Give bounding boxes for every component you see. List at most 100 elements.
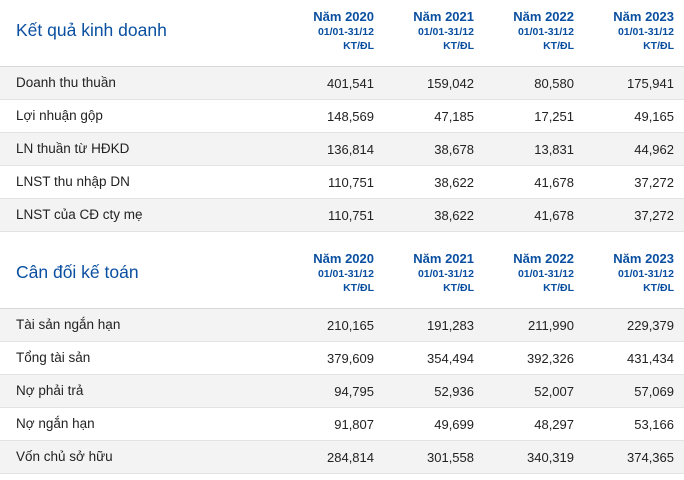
row-label[interactable]: Tài sản ngắn hạn [16,317,121,332]
table-row: Vốn chủ sở hữu 284,814 301,558 340,319 374,3… [0,441,684,474]
row-value: 38,622 [434,175,474,190]
row-value: 13,831 [534,142,574,157]
column-year: Năm 2021 [413,251,474,266]
row-value: 401,541 [327,76,374,91]
row-value: 284,814 [327,450,374,465]
table-row: Nợ phải trả 94,795 52,936 52,007 57,069 [0,375,684,408]
row-value: 191,283 [427,318,474,333]
row-label[interactable]: Tổng tài sản [16,350,91,365]
row-value: 210,165 [327,318,374,333]
column-period: 01/01-31/12 [517,26,574,38]
column-unit: KT/ĐL [643,282,674,294]
row-label[interactable]: Nợ ngắn hạn [16,416,95,431]
column-period: 01/01-31/12 [617,26,674,38]
row-value: 340,319 [527,450,574,465]
table-row: Lợi nhuận gộp 148,569 47,185 17,251 49,165 [0,100,684,133]
column-header: Năm 2023 01/01-31/12 KT/ĐL [574,8,674,53]
row-value: 374,365 [627,450,674,465]
column-period: 01/01-31/12 [417,268,474,280]
column-header: Năm 2020 01/01-31/12 KT/ĐL [274,250,374,295]
section-header: Cân đối kế toán Năm 2020 01/01-31/12 KT/ĐL N… [0,242,684,309]
column-year: Năm 2022 [513,9,574,24]
balance-sheet-section: Cân đối kế toán Năm 2020 01/01-31/12 KT/ĐL N… [0,242,684,474]
column-year: Năm 2020 [313,9,374,24]
row-value: 431,434 [627,351,674,366]
row-value: 110,751 [327,208,374,223]
row-label[interactable]: Vốn chủ sở hữu [16,449,113,464]
column-unit: KT/ĐL [343,40,374,52]
row-value: 53,166 [634,417,674,432]
row-value: 41,678 [534,208,574,223]
column-year: Năm 2022 [513,251,574,266]
table-row: LNST của CĐ cty mẹ 110,751 38,622 41,678 37,… [0,199,684,232]
row-value: 379,609 [327,351,374,366]
column-header: Năm 2020 01/01-31/12 KT/ĐL [274,8,374,53]
section-header: Kết quả kinh doanh Năm 2020 01/01-31/12 KT/… [0,0,684,67]
row-value: 301,558 [427,450,474,465]
table-row: Nợ ngắn hạn 91,807 49,699 48,297 53,166 [0,408,684,441]
column-unit: KT/ĐL [543,40,574,52]
table-row: LN thuần từ HĐKD 136,814 38,678 13,831 44,96… [0,133,684,166]
column-header: Năm 2022 01/01-31/12 KT/ĐL [474,8,574,53]
column-period: 01/01-31/12 [317,26,374,38]
row-value: 159,042 [427,76,474,91]
row-value: 48,297 [534,417,574,432]
section-spacer [0,232,684,242]
column-year: Năm 2023 [613,251,674,266]
row-value: 211,990 [527,318,574,333]
row-value: 80,580 [534,76,574,91]
column-period: 01/01-31/12 [617,268,674,280]
row-label[interactable]: LNST của CĐ cty mẹ [16,207,143,222]
column-header: Năm 2022 01/01-31/12 KT/ĐL [474,250,574,295]
column-unit: KT/ĐL [643,40,674,52]
row-value: 148,569 [327,109,374,124]
table-row: Doanh thu thuần 401,541 159,042 80,580 175,9… [0,67,684,100]
row-value: 49,165 [634,109,674,124]
column-year: Năm 2023 [613,9,674,24]
row-value: 110,751 [327,175,374,190]
row-value: 49,699 [434,417,474,432]
row-value: 44,962 [634,142,674,157]
row-value: 17,251 [534,109,574,124]
column-unit: KT/ĐL [343,282,374,294]
column-header: Năm 2021 01/01-31/12 KT/ĐL [374,8,474,53]
row-value: 52,936 [434,384,474,399]
column-period: 01/01-31/12 [517,268,574,280]
row-value: 57,069 [634,384,674,399]
business-results-section: Kết quả kinh doanh Năm 2020 01/01-31/12 KT/… [0,0,684,232]
row-value: 37,272 [634,175,674,190]
column-period: 01/01-31/12 [317,268,374,280]
column-unit: KT/ĐL [443,282,474,294]
row-value: 94,795 [334,384,374,399]
row-value: 41,678 [534,175,574,190]
row-value: 47,185 [434,109,474,124]
row-value: 52,007 [534,384,574,399]
section-title[interactable]: Kết quả kinh doanh [16,20,167,40]
row-value: 37,272 [634,208,674,223]
column-period: 01/01-31/12 [417,26,474,38]
column-header: Năm 2021 01/01-31/12 KT/ĐL [374,250,474,295]
row-value: 392,326 [527,351,574,366]
row-value: 91,807 [334,417,374,432]
row-value: 175,941 [627,76,674,91]
column-header: Năm 2023 01/01-31/12 KT/ĐL [574,250,674,295]
row-value: 136,814 [327,142,374,157]
table-row: Tổng tài sản 379,609 354,494 392,326 431,434 [0,342,684,375]
row-value: 38,622 [434,208,474,223]
row-label[interactable]: LNST thu nhập DN [16,174,130,189]
table-row: LNST thu nhập DN 110,751 38,622 41,678 37,27… [0,166,684,199]
row-label[interactable]: Nợ phải trả [16,383,84,398]
column-year: Năm 2020 [313,251,374,266]
column-year: Năm 2021 [413,9,474,24]
column-unit: KT/ĐL [443,40,474,52]
column-unit: KT/ĐL [543,282,574,294]
row-value: 354,494 [427,351,474,366]
row-value: 229,379 [627,318,674,333]
row-label[interactable]: Lợi nhuận gộp [16,108,103,123]
row-label[interactable]: LN thuần từ HĐKD [16,141,130,156]
section-title[interactable]: Cân đối kế toán [16,262,139,282]
table-row: Tài sản ngắn hạn 210,165 191,283 211,990 229… [0,309,684,342]
row-label[interactable]: Doanh thu thuần [16,75,116,90]
row-value: 38,678 [434,142,474,157]
